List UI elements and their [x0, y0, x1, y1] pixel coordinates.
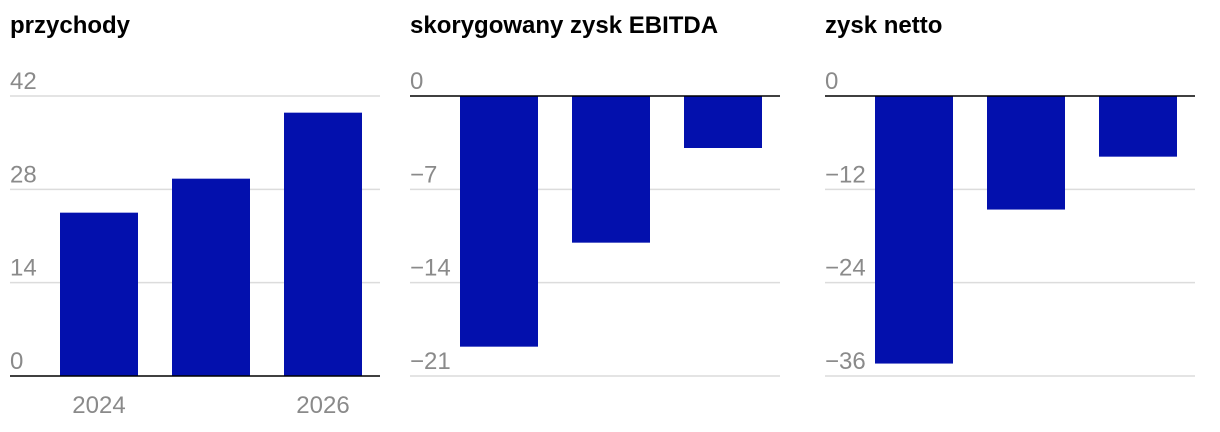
bar	[284, 112, 362, 377]
y-tick-label: −36	[825, 348, 866, 375]
y-tick-label: 0	[410, 68, 423, 95]
bar	[60, 212, 138, 376]
bar	[987, 96, 1065, 210]
y-tick-label: −14	[410, 255, 451, 282]
bar	[460, 96, 538, 347]
y-tick-label: 42	[10, 68, 37, 95]
bar-chart: 0 −12 −24 −36	[825, 68, 1195, 377]
y-tick-label: 28	[10, 161, 37, 188]
chart-title: przychody	[10, 12, 131, 39]
y-tick-label: 0	[10, 348, 23, 375]
bar	[572, 96, 650, 243]
chart-title: skorygowany zysk EBITDA	[410, 12, 719, 39]
bar	[1099, 96, 1177, 157]
chart-panel-skorygowany-zysk-ebitda: skorygowany zysk EBITDA 0 −7 −14 −21	[400, 0, 800, 432]
chart-panel-zysk-netto: zysk netto 0 −12 −24 −36	[815, 0, 1215, 432]
bar	[172, 178, 250, 376]
chart-panel-przychody: przychody 0 14 28 42 2024 2026	[0, 0, 395, 432]
bar-chart: 0 −7 −14 −21	[410, 68, 780, 377]
y-tick-label: 14	[10, 255, 37, 282]
y-tick-label: −7	[410, 161, 437, 188]
y-tick-label: −12	[825, 161, 866, 188]
x-tick-label: 2026	[296, 392, 349, 419]
bar	[684, 96, 762, 148]
y-tick-label: 0	[825, 68, 838, 95]
chart-title: zysk netto	[825, 12, 943, 39]
x-tick-label: 2024	[72, 392, 125, 419]
bar	[875, 96, 953, 364]
bar-chart: 0 14 28 42 2024 2026	[10, 68, 380, 419]
y-tick-label: −21	[410, 348, 451, 375]
y-tick-label: −24	[825, 255, 866, 282]
